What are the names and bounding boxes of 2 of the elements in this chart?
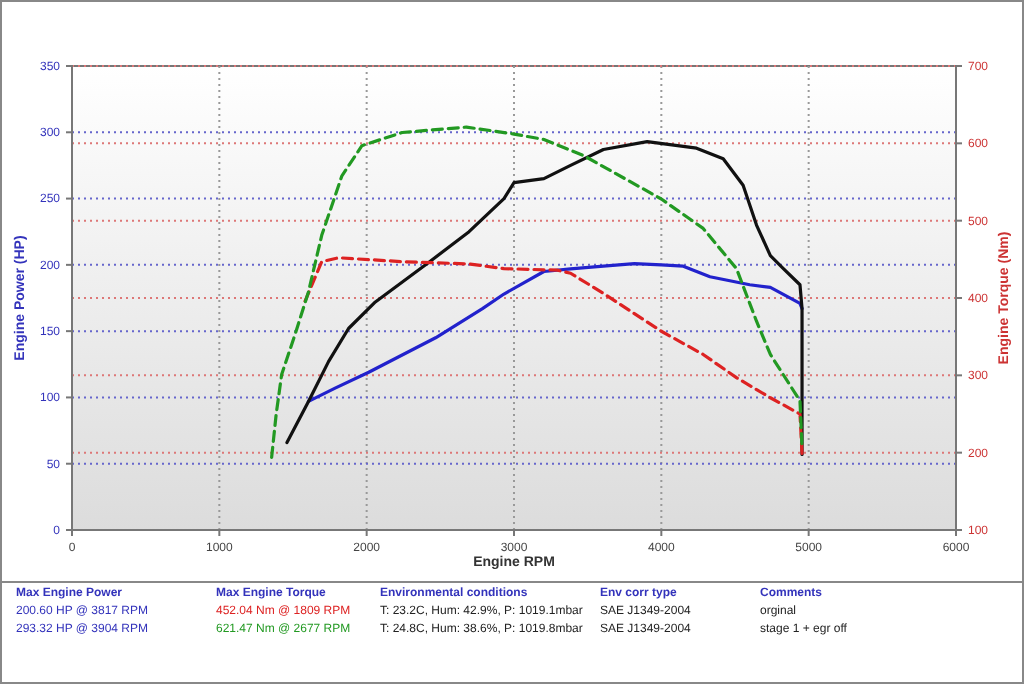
line-series (306, 261, 804, 404)
line-series (303, 256, 804, 456)
